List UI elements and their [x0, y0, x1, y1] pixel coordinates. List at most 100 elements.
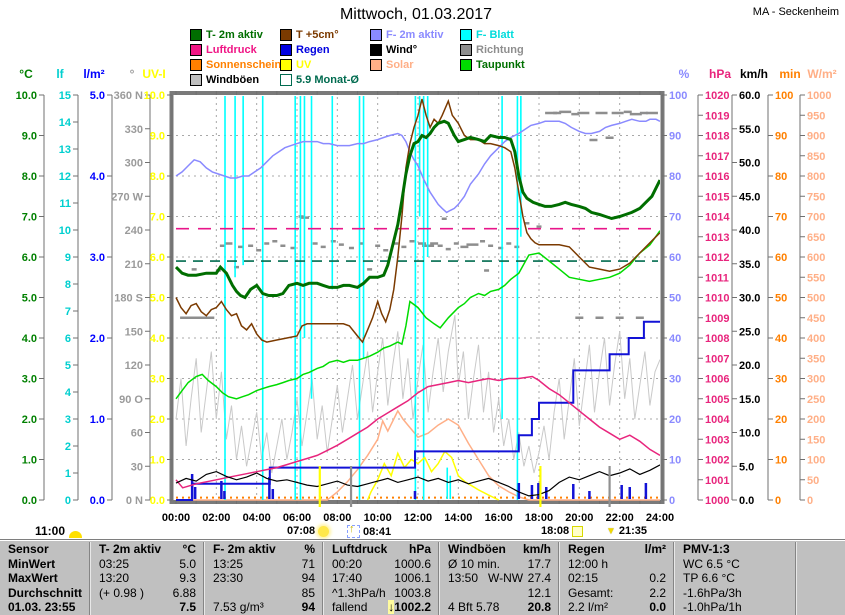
legend-item-windb-en[interactable]: Windböen: [190, 72, 280, 87]
rain-bar: [223, 491, 226, 499]
legend-swatch: [280, 28, 292, 41]
axis-tick-label: 0.0: [150, 495, 165, 507]
axis-tick-label: 13: [59, 144, 71, 156]
wind-direction-dash: [639, 111, 648, 115]
legend-item-sonnenschein[interactable]: Sonnenschein: [190, 57, 282, 72]
cell-value: 0.2: [649, 571, 666, 586]
legend-item-f-2m-aktiv[interactable]: F- 2m aktiv: [370, 27, 460, 42]
table-row-header: MaxWert: [8, 571, 58, 586]
wind-direction-dash: [595, 111, 608, 115]
axis-tick-label: 1.0: [150, 455, 165, 467]
wind-direction-dash: [559, 110, 572, 114]
sun-dome-icon: [69, 531, 83, 538]
uv-max-time-label: 11:00: [35, 524, 66, 538]
axis-tick-label: 120: [125, 360, 143, 372]
axis-tick-label: 14: [59, 117, 72, 129]
axis-tick-label: 950: [807, 110, 825, 122]
cell-label: 23:30: [213, 571, 244, 586]
legend-item-5-9-monat-[interactable]: 5.9 Monat-Ø: [280, 72, 370, 87]
axis-tick-label: 8.0: [22, 171, 37, 183]
axis-tick-label: 5.0: [150, 293, 165, 305]
table-cell: fallend ↓1002.2: [322, 600, 438, 615]
axis-tick-label: 1010: [705, 293, 729, 305]
axis-tick-label: 50: [669, 293, 681, 305]
table-cell: 23:30 94: [203, 571, 322, 586]
axis-tick-label: 0.0: [22, 495, 37, 507]
axis-tick-label: 45.0: [739, 191, 760, 203]
legend-swatch: [190, 28, 202, 41]
wind-direction-dash: [615, 316, 624, 319]
cell-label: (+ 0.98 ): [99, 585, 145, 600]
axis-tick-label: 90: [775, 131, 787, 143]
x-axis-label: 04:00: [243, 512, 271, 524]
cell-value: 94: [301, 600, 315, 615]
axis-tick-label: 1017: [705, 151, 729, 163]
wind-direction-dash: [330, 240, 336, 243]
table-row-header: MinWert: [8, 556, 56, 571]
legend-item-uv[interactable]: UV: [280, 57, 370, 72]
wind-direction-dash: [359, 242, 365, 245]
cell-value: 9.3: [179, 571, 196, 586]
table-cell: T- 2m aktiv °C: [89, 542, 203, 557]
legend-item-richtung[interactable]: Richtung: [460, 42, 550, 57]
axis-tick-label: 100: [669, 90, 687, 102]
wind-direction-dash: [488, 244, 494, 247]
axis-tick-label: 750: [807, 191, 825, 203]
axis-tick-label: 1013: [705, 232, 729, 244]
series-wind: [175, 464, 660, 497]
axis-tick-label: 210: [125, 259, 143, 271]
axis-tick-label: 0: [807, 495, 813, 507]
axis-tick-label: 5.0: [22, 293, 37, 305]
axis-unit-label: min: [779, 67, 800, 81]
x-axis-label: 06:00: [283, 512, 311, 524]
legend-item-f-blatt[interactable]: F- Blatt: [460, 27, 550, 42]
axis-tick-label: 70: [669, 212, 681, 224]
legend-swatch: [460, 43, 472, 56]
rain-bar: [572, 484, 575, 499]
x-axis-label: 22:00: [606, 512, 634, 524]
legend-swatch: [190, 58, 202, 71]
legend-item-taupunkt[interactable]: Taupunkt: [460, 57, 550, 72]
axis-tick-label: 3.0: [90, 252, 105, 264]
moonrise-icon: [347, 523, 360, 538]
cell-label: TP 6.6 °C: [683, 571, 735, 586]
rain-bar: [628, 487, 632, 499]
wind-direction-dash: [409, 240, 415, 243]
axis-tick-label: 10: [59, 225, 71, 237]
axis-tick-label: 240: [125, 225, 143, 237]
axis-tick-label: 55.0: [739, 124, 760, 136]
axis-tick-label: 300: [125, 158, 143, 170]
rain-bar: [530, 485, 534, 499]
table-row: MaxWert 13:20 9.3 23:30 94 17:40 1006.1 13:50 W…: [0, 571, 845, 586]
x-axis-label: 16:00: [485, 512, 513, 524]
wind-direction-dash: [192, 316, 205, 319]
axis-tick-label: 100: [775, 90, 793, 102]
wind-direction-dash: [375, 244, 381, 247]
axis-tick-label: 650: [807, 232, 825, 244]
pressure-falling-icon: ↓: [388, 600, 395, 615]
legend-item-regen[interactable]: Regen: [280, 42, 370, 57]
legend-item-wind-[interactable]: Wind°: [370, 42, 460, 57]
axis-tick-label: 400: [807, 333, 825, 345]
legend-label: 5.9 Monat-Ø: [296, 73, 359, 86]
legend-swatch: [280, 58, 292, 71]
legend-item-t-5cm-[interactable]: T +5cm°: [280, 27, 370, 42]
legend-item-t-2m-aktiv[interactable]: T- 2m aktiv: [190, 27, 280, 42]
legend-swatch: [280, 43, 292, 56]
wind-direction-dash: [238, 245, 244, 249]
axis-tick-label: 450: [807, 313, 825, 325]
table-cell: 03:25 5.0: [89, 556, 203, 572]
legend-label: Sonnenschein: [206, 58, 282, 71]
cell-value: 1003.8: [394, 585, 431, 600]
legend-item-luftdruck[interactable]: Luftdruck: [190, 42, 280, 57]
axis-tick-label: 9.0: [150, 131, 165, 143]
x-axis-label: 10:00: [364, 512, 392, 524]
wind-direction-dash: [441, 217, 447, 220]
axis-tick-label: 8.0: [150, 171, 165, 183]
axis-tick-label: 800: [807, 171, 825, 183]
axis-tick-label: 7.0: [150, 212, 165, 224]
table-cell: 4 Bft 5.78 20.8: [438, 600, 558, 615]
legend-item-solar[interactable]: Solar: [370, 57, 460, 72]
wind-direction-dash: [224, 242, 233, 245]
